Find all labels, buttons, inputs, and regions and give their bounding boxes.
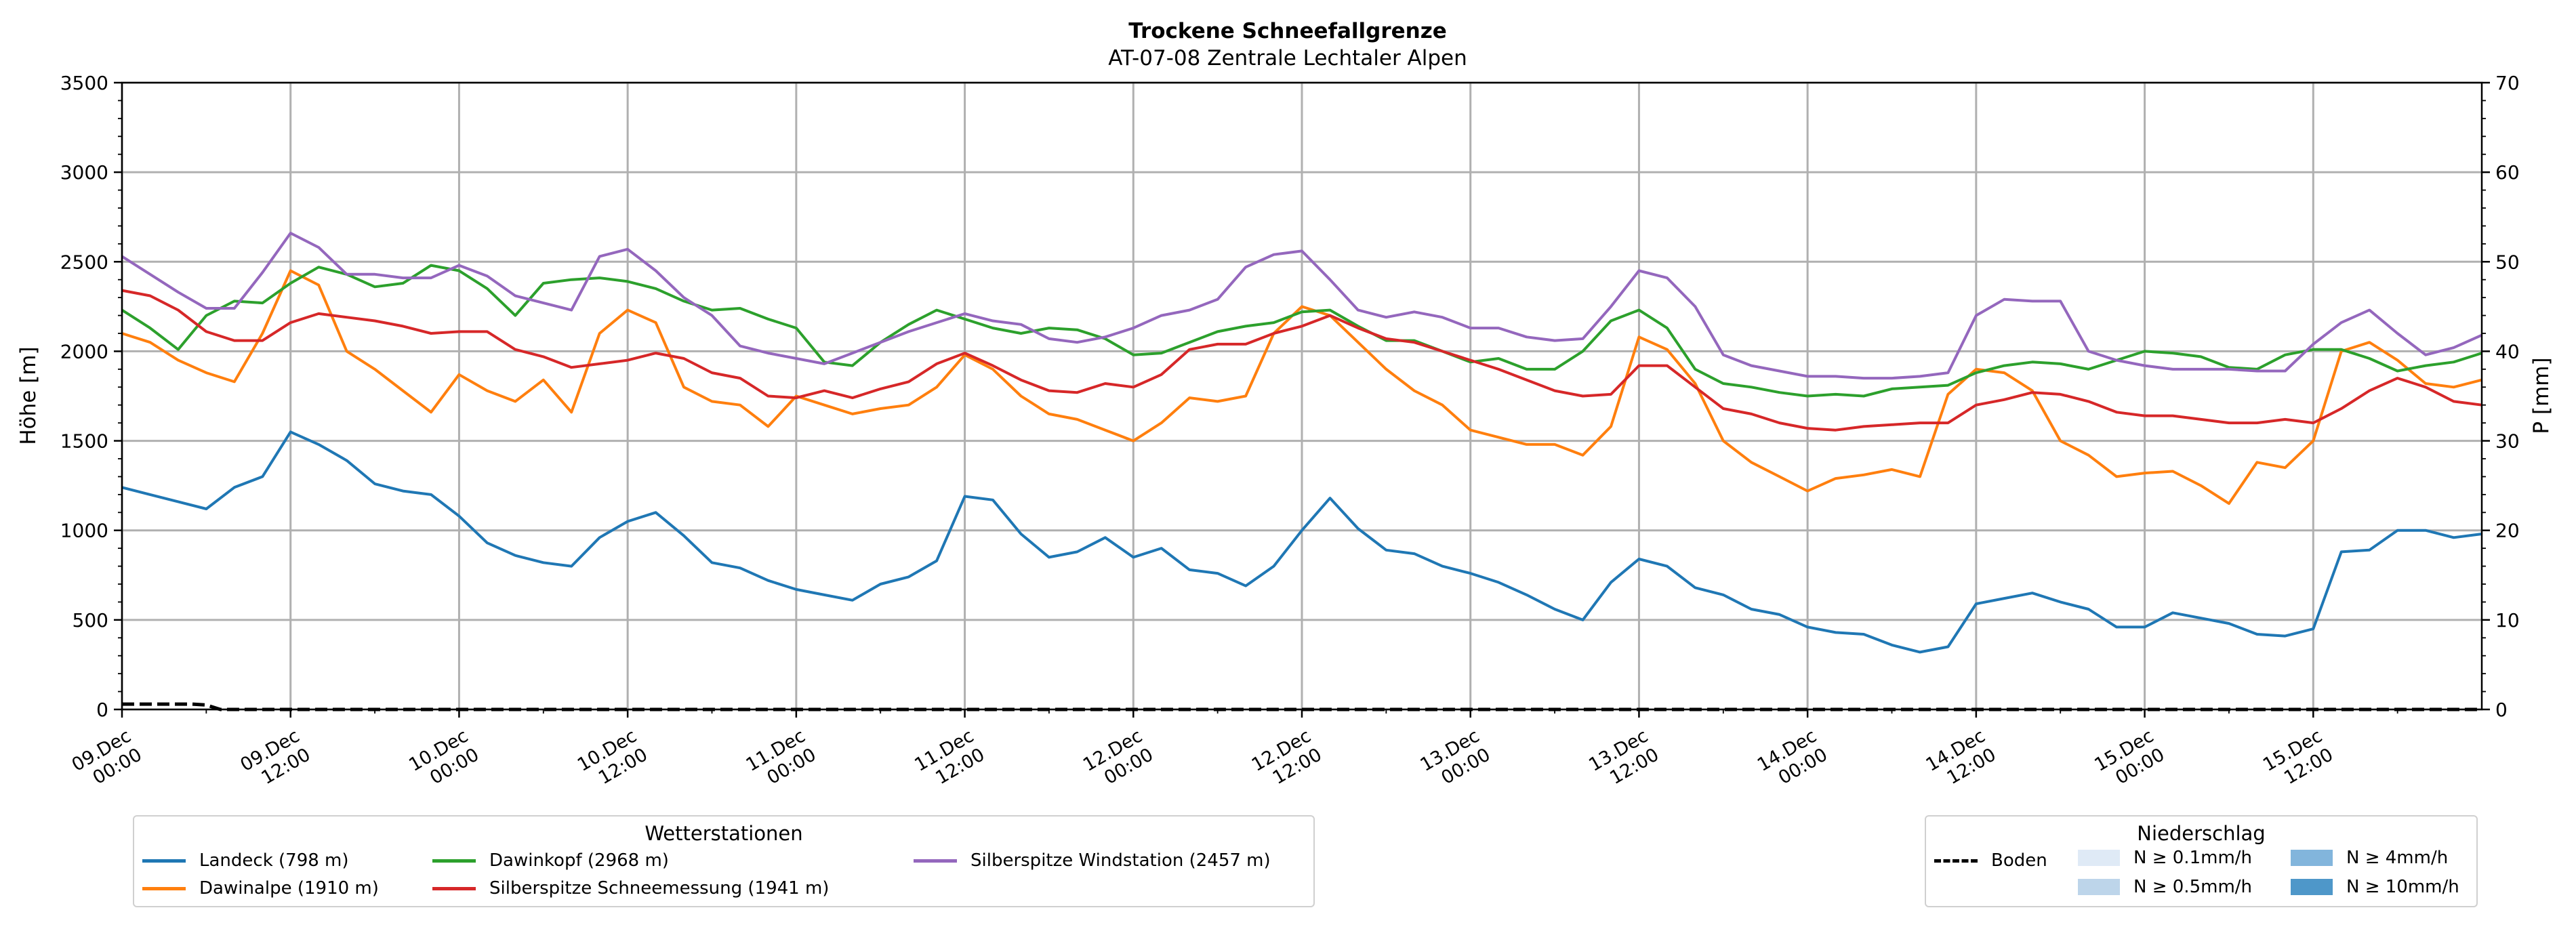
y-tick-label: 1000 [60,520,108,542]
legend-label-silberspitze-schneemessung: Silberspitze Schneemessung (1941 m) [489,878,830,899]
y-right-tick-label: 60 [2495,161,2520,184]
legend-item-precip-05: N ≥ 0.5mm/h [2078,877,2252,897]
y-tick-label: 2500 [60,251,108,273]
legend-item-precip-10: N ≥ 10mm/h [2291,877,2459,897]
legend-item-landeck: Landeck (798 m) [142,850,349,871]
chart-subtitle: AT-07-08 Zentrale Lechtaler Alpen [1108,46,1467,70]
legend-swatch-boden [1934,859,1978,863]
legend-label-landeck: Landeck (798 m) [199,850,349,871]
legend-item-precip-01: N ≥ 0.1mm/h [2078,848,2252,868]
legend-label-dawinalpe: Dawinalpe (1910 m) [199,878,379,899]
y-axis-label: Höhe [m] [16,346,41,445]
series-line-4 [121,232,2482,380]
legend-label-precip-01: N ≥ 0.1mm/h [2133,848,2253,868]
legend-swatch-precip-01 [2078,850,2120,866]
y-right-tick-label: 10 [2495,609,2520,632]
legend-swatch-dawinalpe [142,886,186,890]
y-right-tick-label: 20 [2495,520,2520,542]
y-tick-label: 0 [96,699,108,721]
legend-label-precip-05: N ≥ 0.5mm/h [2133,877,2253,897]
legend-label-boden: Boden [1991,850,2047,871]
y-axis-right-label: P [mm] [2529,357,2554,434]
legend-item-boden: Boden [1934,850,2047,871]
chart-title: Trockene Schneefallgrenze [1128,19,1447,43]
y-right-tick-label: 50 [2495,251,2520,273]
series-line-1 [121,269,2482,505]
axes: 0 500 1000 1500 2000 2500 3000 3500 0 10 20 30 40 50 6… [60,72,2520,789]
y-tick-label: 3500 [60,72,108,94]
y-right-tick-label: 30 [2495,430,2520,453]
y-right-tick-label: 40 [2495,340,2520,363]
legend-label-precip-10: N ≥ 10mm/h [2346,877,2459,897]
y-tick-label: 500 [73,609,108,632]
y-tick-label: 1500 [60,430,108,453]
legend-item-precip-4: N ≥ 4mm/h [2291,848,2448,868]
grid [121,81,2482,711]
y-tick-label: 3000 [60,161,108,184]
legend-swatch-dawinkopf [432,859,476,863]
legend-label-precip-4: N ≥ 4mm/h [2346,848,2449,868]
y-right-tick-label: 70 [2495,72,2520,94]
legend-swatch-precip-10 [2291,879,2333,895]
legend-stations: Wetterstationen Landeck (798 m) Dawinalp… [133,815,1315,907]
legend-precip-title: Niederschlag [2137,822,2266,845]
legend-swatch-silberspitze-windstation [914,859,957,863]
series-line-2 [121,264,2482,398]
series-line-3 [121,289,2482,432]
legend-swatch-precip-05 [2078,879,2120,895]
y-right-tick-label: 0 [2495,699,2508,721]
legend-swatch-silberspitze-schneemessung [432,886,476,890]
legend-item-dawinkopf: Dawinkopf (2968 m) [432,850,669,871]
legend-swatch-precip-4 [2291,850,2333,866]
y-tick-label: 2000 [60,340,108,363]
legend-item-silberspitze-schneemessung: Silberspitze Schneemessung (1941 m) [432,878,829,899]
legend-item-silberspitze-windstation: Silberspitze Windstation (2457 m) [914,850,1271,871]
legend-precip: Niederschlag Boden N ≥ 0.1mm/h N ≥ 0.5mm… [1925,815,2478,907]
legend-item-dawinalpe: Dawinalpe (1910 m) [142,878,379,899]
series-line-0 [121,430,2482,654]
legend-label-dawinkopf: Dawinkopf (2968 m) [489,850,669,871]
legend-label-silberspitze-windstation: Silberspitze Windstation (2457 m) [970,850,1271,871]
legend-stations-title: Wetterstationen [645,822,803,845]
legend-swatch-landeck [142,859,186,863]
